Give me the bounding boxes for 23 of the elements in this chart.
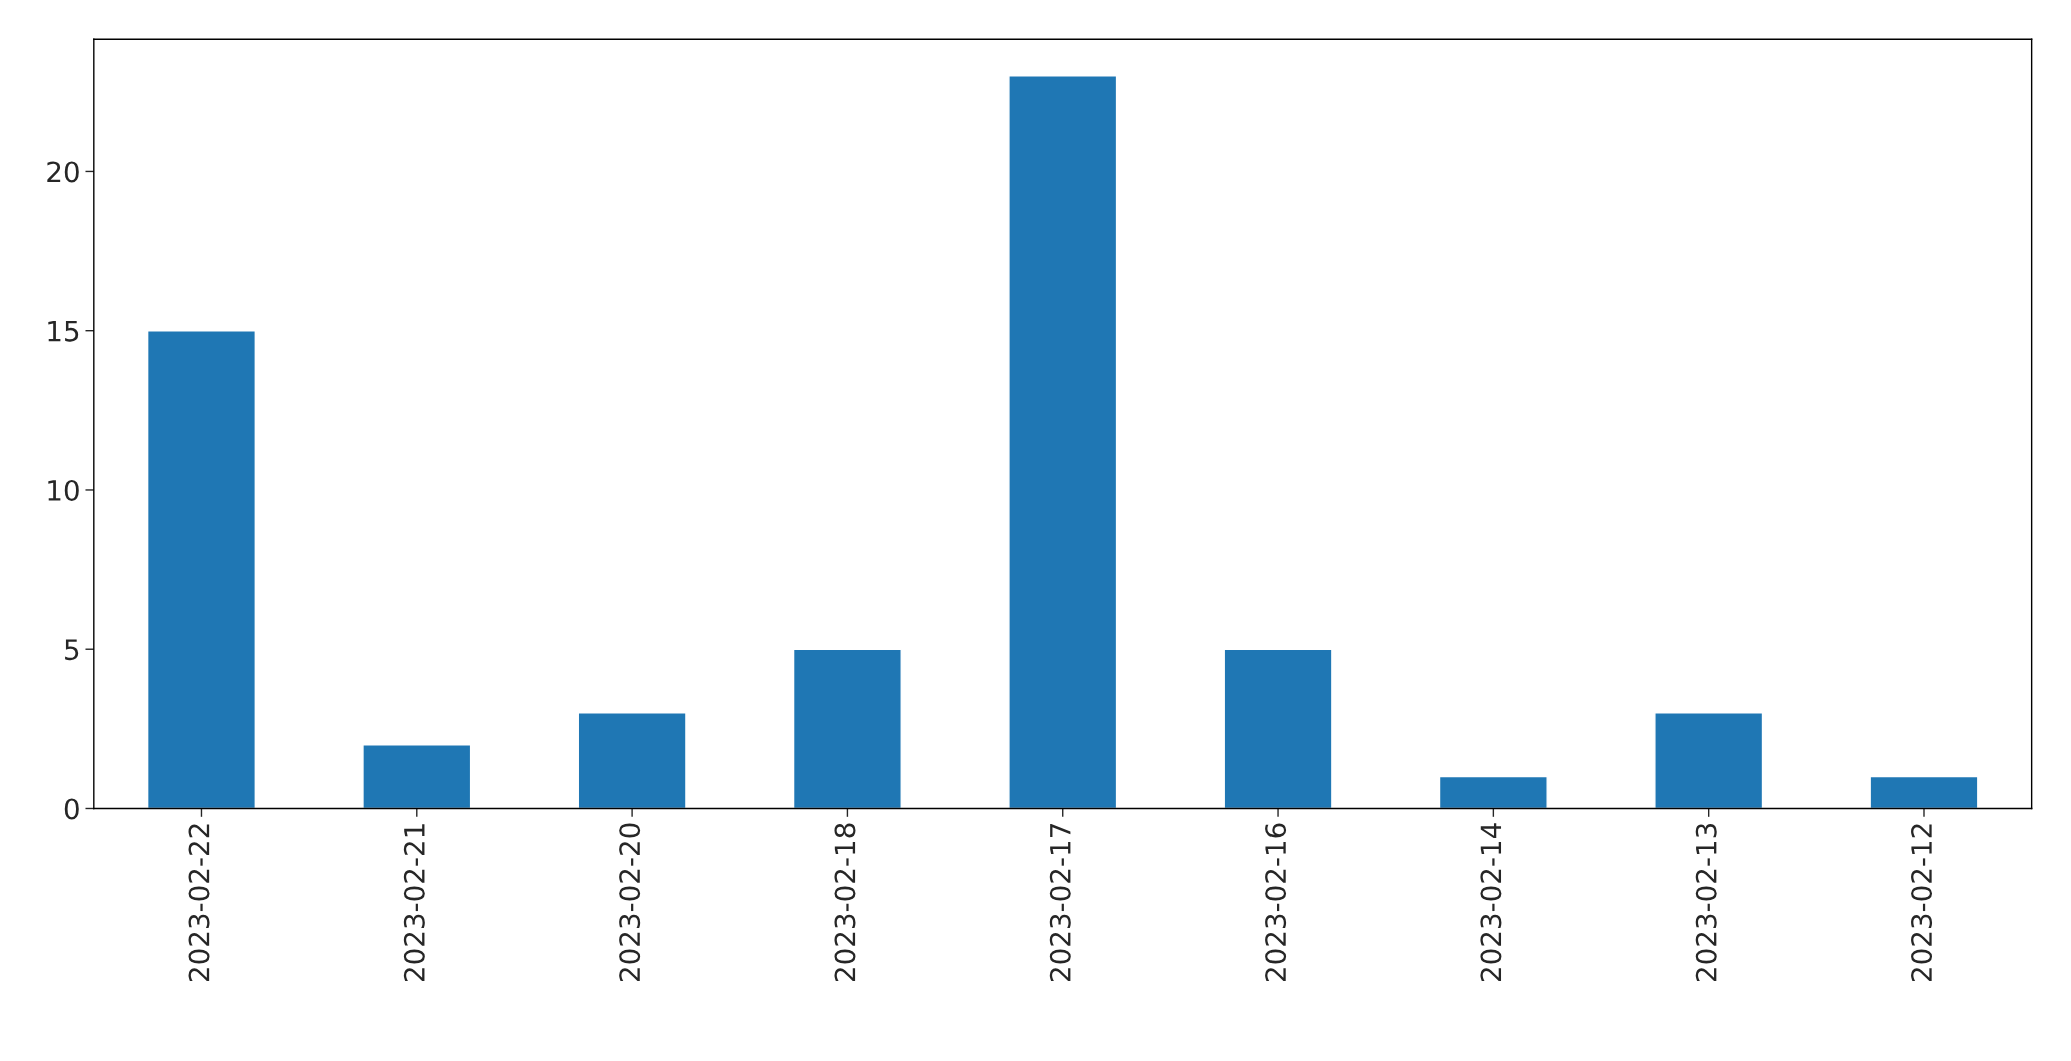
x-tick-label: 2023-02-16 <box>1265 823 1287 982</box>
y-tick-label: 5 <box>65 639 79 661</box>
x-tick-label: 2023-02-17 <box>1049 824 1071 982</box>
bar <box>577 712 687 809</box>
x-tick-label: 2023-02-22 <box>188 824 210 982</box>
y-tick-label: 20 <box>47 161 79 183</box>
y-tick-label: 0 <box>64 798 79 820</box>
bar <box>146 330 256 809</box>
bar <box>1869 775 1979 809</box>
bar <box>1438 775 1548 809</box>
bar <box>362 744 472 809</box>
x-tick-label: 2023-02-13 <box>1695 823 1717 982</box>
x-tick-label: 2023-02-12 <box>1911 824 1933 982</box>
x-tick-label: 2023-02-14 <box>1480 823 1502 982</box>
y-tick-label: 15 <box>48 321 79 342</box>
y-tick-label: 10 <box>48 479 79 501</box>
bar <box>1654 712 1764 809</box>
x-tick-label: 2023-02-20 <box>619 823 641 982</box>
bar <box>1008 75 1118 809</box>
bar <box>1223 648 1333 809</box>
x-tick-label: 2023-02-21 <box>403 824 425 982</box>
bar <box>792 648 902 809</box>
x-tick-label: 2023-02-18 <box>834 823 856 982</box>
